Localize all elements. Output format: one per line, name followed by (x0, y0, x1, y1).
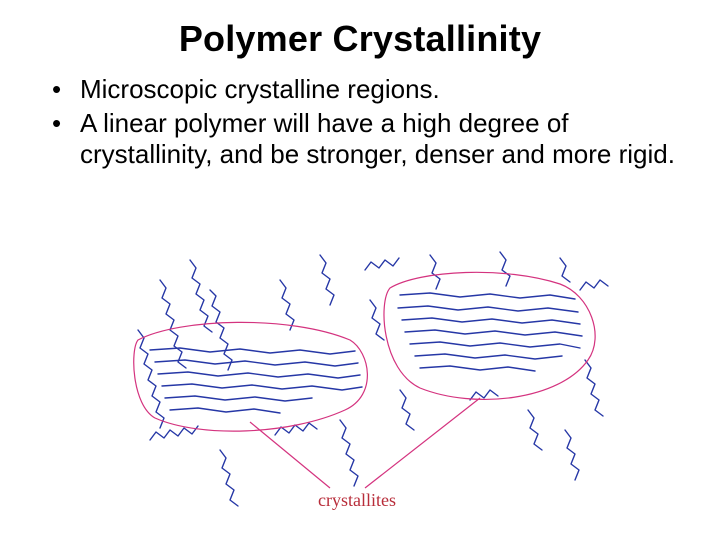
polymer-chain (138, 330, 164, 428)
polymer-chain (402, 318, 580, 324)
polymer-chain (162, 384, 362, 390)
bullet-item: Microscopic crystalline regions. (52, 74, 692, 106)
slide-title: Polymer Crystallinity (28, 18, 692, 60)
polymer-chain (365, 258, 399, 270)
bullet-list: Microscopic crystalline regions. A linea… (28, 74, 692, 171)
polymer-chain (580, 280, 608, 290)
crystallite-outline (384, 272, 595, 399)
polymer-chain (470, 390, 498, 400)
polymer-chain (585, 360, 603, 416)
polymer-chain (405, 330, 582, 336)
polymer-chain (155, 360, 358, 366)
polymer-chain (170, 408, 280, 413)
polymer-chain (560, 258, 570, 282)
polymer-chain (398, 306, 578, 312)
slide-container: Polymer Crystallinity Microscopic crysta… (0, 0, 720, 540)
polymer-chain (430, 255, 440, 289)
polymer-chain (415, 354, 562, 359)
polymer-chain (280, 280, 294, 330)
bullet-item: A linear polymer will have a high degree… (52, 108, 692, 171)
polymer-chain (158, 372, 360, 378)
polymer-chain (320, 255, 334, 305)
polymer-chain (165, 396, 312, 401)
polymer-chain (410, 342, 580, 348)
polymer-chain (528, 410, 542, 450)
polymer-chain (500, 252, 510, 286)
polymer-chain (220, 450, 238, 506)
polymer-chain (210, 290, 232, 370)
polymer-chain (420, 366, 535, 371)
polymer-chain (190, 260, 212, 332)
polymer-chain (160, 280, 186, 368)
polymer-chain (340, 420, 358, 486)
figure-caption: crystallites (318, 490, 396, 511)
figure-svg (120, 240, 620, 530)
polymer-chain (565, 430, 579, 480)
polymer-chain (400, 293, 575, 299)
polymer-chain (400, 390, 414, 430)
polymer-chain (370, 300, 384, 340)
crystallites-figure: crystallites (120, 240, 620, 530)
pointer-line (365, 398, 480, 488)
